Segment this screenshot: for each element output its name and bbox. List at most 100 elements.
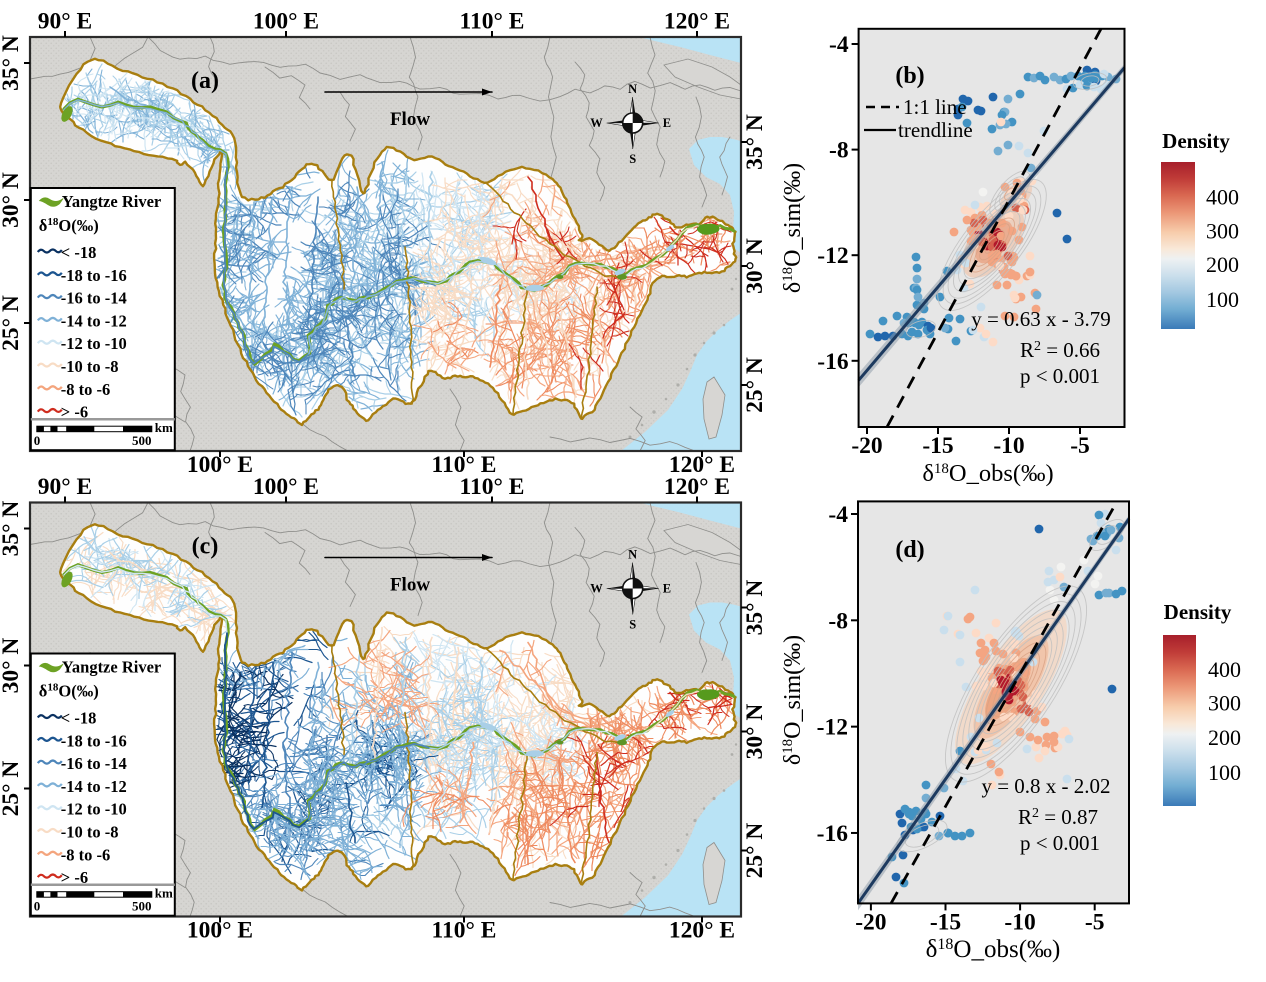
svg-text:-14 to -12: -14 to -12 (61, 777, 127, 796)
svg-text:km: km (155, 420, 173, 435)
svg-text:110° E: 110° E (432, 452, 497, 478)
svg-text:δ18O_sim(‰): δ18O_sim(‰) (780, 163, 806, 293)
svg-text:(b): (b) (895, 63, 924, 89)
svg-text:Flow: Flow (390, 109, 430, 130)
svg-text:-12 to -10: -12 to -10 (61, 334, 127, 353)
svg-text:(c): (c) (192, 534, 219, 560)
svg-text:30° N: 30° N (742, 704, 768, 760)
svg-text:500: 500 (132, 433, 152, 448)
svg-text:p < 0.001: p < 0.001 (1020, 831, 1100, 855)
svg-text:E: E (663, 116, 671, 130)
svg-text:100: 100 (1206, 287, 1239, 312)
svg-text:30° N: 30° N (0, 172, 24, 228)
svg-text:-4: -4 (828, 502, 848, 528)
svg-text:-18 to -16: -18 to -16 (61, 266, 127, 285)
svg-text:-12 to -10: -12 to -10 (61, 800, 127, 819)
svg-text:km: km (155, 886, 173, 901)
svg-text:110° E: 110° E (460, 474, 525, 500)
svg-text:30° N: 30° N (0, 638, 24, 694)
svg-text:-8: -8 (828, 608, 848, 634)
svg-text:200: 200 (1208, 725, 1241, 750)
svg-text:120° E: 120° E (664, 474, 730, 500)
svg-text:300: 300 (1206, 219, 1239, 244)
svg-text:100° E: 100° E (253, 9, 319, 35)
svg-text:(d): (d) (895, 537, 924, 563)
svg-text:δ18O_sim(‰): δ18O_sim(‰) (780, 635, 806, 765)
svg-text:25° N: 25° N (0, 295, 24, 351)
svg-text:-10 to -8: -10 to -8 (61, 357, 119, 376)
svg-text:120° E: 120° E (669, 918, 735, 944)
svg-text:R2 = 0.87: R2 = 0.87 (1018, 805, 1098, 829)
svg-text:-12: -12 (817, 243, 848, 269)
svg-text:S: S (629, 152, 636, 166)
svg-text:-16: -16 (817, 349, 849, 375)
svg-text:-10: -10 (1004, 909, 1035, 935)
svg-text:< -18: < -18 (61, 243, 97, 262)
svg-text:0: 0 (34, 433, 41, 448)
svg-text:-15: -15 (922, 433, 953, 459)
svg-text:trendline: trendline (898, 118, 973, 142)
svg-text:-16: -16 (817, 821, 849, 847)
svg-text:110° E: 110° E (460, 9, 525, 35)
svg-text:35° N: 35° N (0, 35, 24, 91)
svg-text:-18 to -16: -18 to -16 (61, 731, 127, 750)
svg-text:-4: -4 (829, 32, 849, 58)
svg-text:-10: -10 (993, 433, 1024, 459)
svg-text:120° E: 120° E (664, 9, 730, 35)
svg-text:0: 0 (34, 899, 41, 914)
svg-text:25° N: 25° N (0, 761, 24, 817)
svg-text:E: E (663, 582, 671, 596)
svg-text:100° E: 100° E (187, 452, 253, 478)
svg-text:Yangtze River: Yangtze River (62, 192, 161, 211)
svg-text:-10 to -8: -10 to -8 (61, 823, 119, 842)
svg-text:-12: -12 (817, 715, 848, 741)
svg-text:110° E: 110° E (432, 918, 497, 944)
svg-text:1:1 line: 1:1 line (903, 95, 967, 119)
svg-text:-5: -5 (1085, 909, 1105, 935)
svg-text:400: 400 (1206, 185, 1239, 210)
svg-text:S: S (629, 618, 636, 632)
svg-text:-8: -8 (829, 138, 849, 164)
svg-text:-20: -20 (855, 909, 886, 935)
svg-text:-14 to -12: -14 to -12 (61, 311, 127, 330)
svg-text:300: 300 (1208, 691, 1241, 716)
svg-text:R2 = 0.66: R2 = 0.66 (1020, 338, 1100, 362)
svg-text:y = 0.8 x - 2.02: y = 0.8 x - 2.02 (981, 774, 1110, 798)
svg-text:W: W (590, 116, 603, 130)
svg-text:100° E: 100° E (187, 918, 253, 944)
svg-text:> -6: > -6 (61, 868, 88, 887)
svg-text:-8 to -6: -8 to -6 (61, 380, 110, 399)
svg-text:N: N (628, 82, 637, 96)
svg-text:Density: Density (1162, 129, 1230, 153)
svg-text:100: 100 (1208, 760, 1241, 785)
svg-text:35° N: 35° N (742, 114, 768, 170)
svg-text:100° E: 100° E (253, 474, 319, 500)
svg-text:-16 to -14: -16 to -14 (61, 289, 127, 308)
svg-text:W: W (590, 582, 603, 596)
svg-text:p < 0.001: p < 0.001 (1020, 364, 1100, 388)
svg-text:30° N: 30° N (742, 238, 768, 294)
svg-text:Density: Density (1164, 600, 1232, 624)
svg-text:200: 200 (1206, 252, 1239, 277)
svg-text:-5: -5 (1070, 433, 1090, 459)
svg-text:Yangtze River: Yangtze River (62, 658, 161, 677)
svg-text:< -18: < -18 (61, 709, 97, 728)
svg-text:120° E: 120° E (669, 452, 735, 478)
svg-text:-16 to -14: -16 to -14 (61, 754, 127, 773)
svg-text:(a): (a) (191, 68, 219, 94)
svg-text:500: 500 (132, 899, 152, 914)
svg-text:35° N: 35° N (742, 580, 768, 636)
svg-text:> -6: > -6 (61, 403, 88, 422)
svg-text:y = 0.63 x - 3.79: y = 0.63 x - 3.79 (971, 307, 1111, 331)
svg-text:δ18O(‰): δ18O(‰) (39, 682, 99, 701)
svg-text:35° N: 35° N (0, 501, 24, 557)
svg-text:N: N (628, 548, 637, 562)
svg-text:-8 to -6: -8 to -6 (61, 845, 110, 864)
svg-text:90° E: 90° E (38, 474, 92, 500)
svg-text:25° N: 25° N (742, 357, 768, 413)
svg-text:25° N: 25° N (742, 823, 768, 879)
svg-text:-20: -20 (851, 433, 882, 459)
svg-text:-15: -15 (930, 909, 961, 935)
svg-text:400: 400 (1208, 657, 1241, 682)
svg-text:90° E: 90° E (38, 9, 92, 35)
